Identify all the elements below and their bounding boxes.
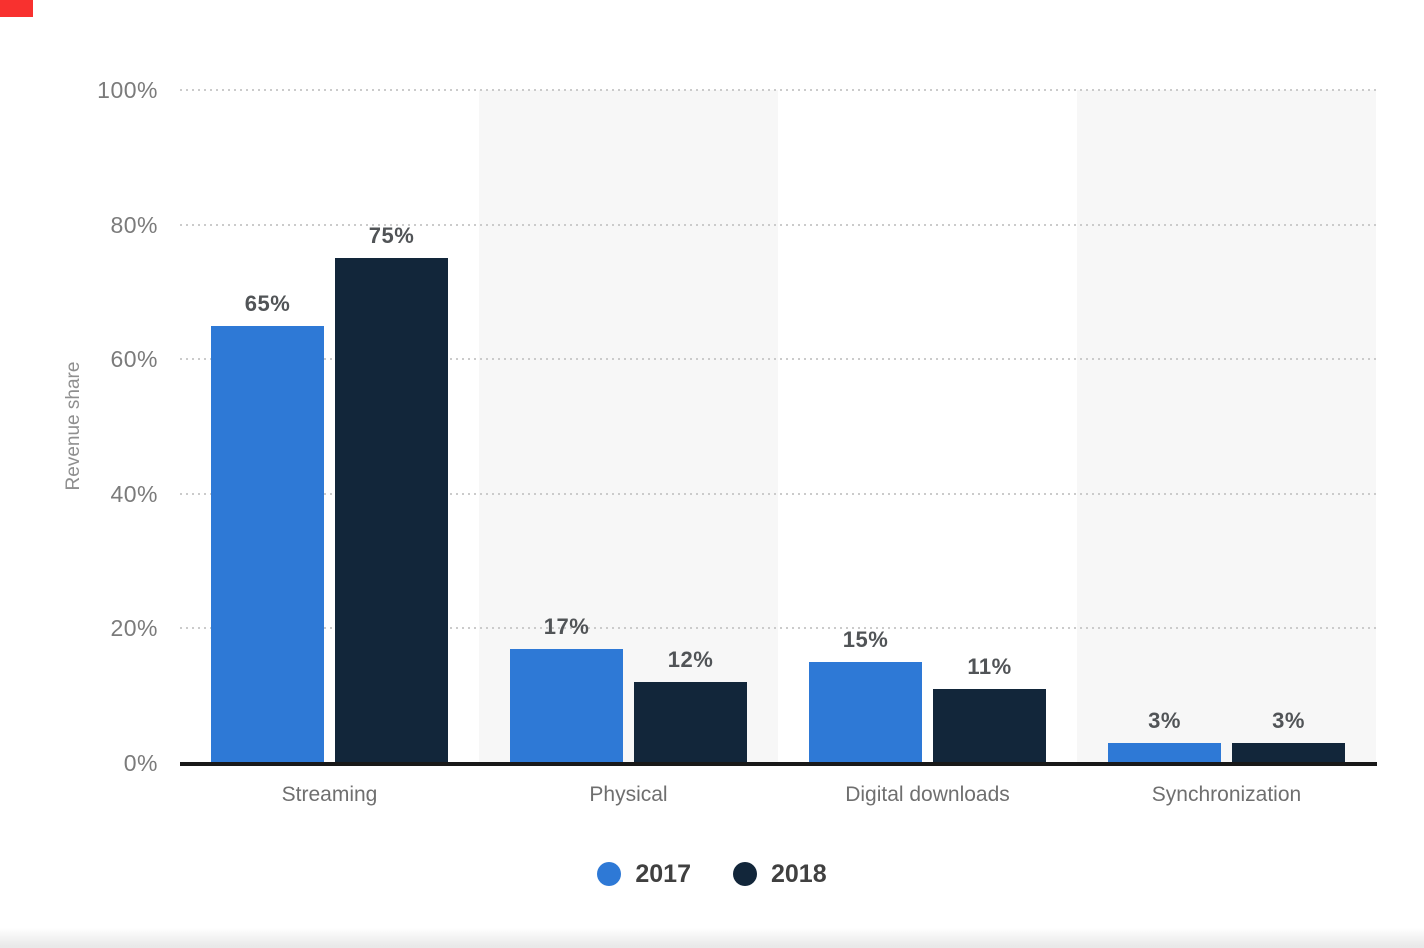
- bar-2018-Synchronization: [1232, 742, 1345, 763]
- y-axis-tick-label: 80%: [110, 211, 158, 238]
- bottom-scroll-fade: [0, 928, 1424, 948]
- legend-marker-icon: [733, 862, 757, 886]
- legend-item-2017[interactable]: 2017: [597, 860, 691, 889]
- legend-label: 2017: [635, 859, 691, 888]
- gridline: [180, 223, 1376, 226]
- value-label: 17%: [543, 613, 590, 639]
- legend-label: 2018: [771, 859, 827, 888]
- y-axis-tick-label: 100%: [97, 77, 158, 103]
- value-label: 15%: [842, 627, 889, 653]
- value-label: 3%: [1272, 707, 1305, 733]
- bar-2017-Digital downloads: [809, 662, 922, 763]
- bar-2018-Physical: [634, 682, 747, 763]
- y-axis-tick-label: 20%: [110, 615, 158, 642]
- value-label: 65%: [244, 290, 291, 316]
- x-axis-line: [180, 762, 1377, 766]
- value-label: 3%: [1148, 707, 1181, 733]
- y-axis-tick-label: 0%: [123, 750, 158, 776]
- gridline: [180, 492, 1376, 495]
- value-label: 12%: [667, 647, 714, 673]
- category-label: Digital downloads: [845, 783, 1010, 806]
- category-label: Physical: [589, 783, 668, 806]
- bar-2018-Digital downloads: [933, 688, 1046, 763]
- bar-2017-Physical: [510, 648, 623, 763]
- y-axis-tick-label: 60%: [110, 346, 158, 373]
- gridline: [180, 358, 1376, 361]
- legend-item-2018[interactable]: 2018: [733, 860, 827, 889]
- recording-indicator: [0, 0, 33, 17]
- legend-marker-icon: [597, 862, 622, 886]
- category-label: Synchronization: [1151, 783, 1302, 806]
- gridline: [180, 89, 1376, 91]
- bar-2017-Synchronization: [1108, 742, 1221, 763]
- plot-band: [1077, 90, 1376, 763]
- y-axis-tick-label: 40%: [110, 480, 158, 507]
- category-label: Streaming: [281, 783, 378, 806]
- value-label: 75%: [368, 223, 415, 249]
- value-label: 11%: [967, 653, 1012, 679]
- gridline: [180, 627, 1376, 630]
- bar-2018-Streaming: [335, 258, 448, 763]
- legend: 2017 2018: [0, 856, 1424, 892]
- bar-2017-Streaming: [211, 325, 324, 763]
